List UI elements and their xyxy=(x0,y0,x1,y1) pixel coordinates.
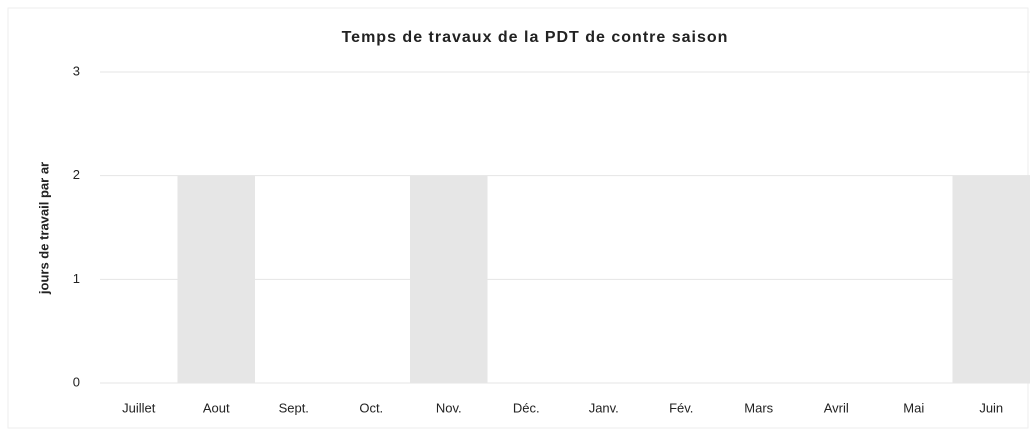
y-tick-label: 0 xyxy=(73,374,80,389)
x-tick-label: Oct. xyxy=(359,400,383,415)
bar xyxy=(177,175,255,383)
x-tick-label: Janv. xyxy=(589,400,619,415)
bar xyxy=(952,175,1030,383)
x-tick-label: Juillet xyxy=(122,400,156,415)
x-tick-label: Fév. xyxy=(669,400,693,415)
chart-title: Temps de travaux de la PDT de contre sai… xyxy=(342,29,729,46)
bar xyxy=(410,175,488,383)
x-tick-label: Mai xyxy=(903,400,924,415)
chart-border xyxy=(7,7,1029,429)
y-tick-label: 1 xyxy=(73,271,80,286)
x-tick-label: Avril xyxy=(824,400,849,415)
x-tick-label: Nov. xyxy=(436,400,462,415)
x-tick-label: Sept. xyxy=(279,400,309,415)
y-axis-label: jours de travail par ar xyxy=(36,162,51,295)
y-tick-label: 2 xyxy=(73,167,80,182)
x-tick-label: Aout xyxy=(203,400,230,415)
y-tick-label: 3 xyxy=(73,63,80,78)
x-tick-label: Déc. xyxy=(513,400,540,415)
x-tick-label: Mars xyxy=(744,400,773,415)
x-tick-label: Juin xyxy=(979,400,1003,415)
